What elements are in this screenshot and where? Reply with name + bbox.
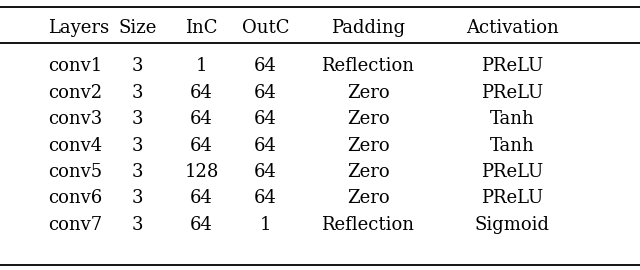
Text: 3: 3 [132, 137, 143, 154]
Text: conv1: conv1 [48, 57, 102, 75]
Text: conv5: conv5 [48, 163, 102, 181]
Text: conv6: conv6 [48, 190, 102, 207]
Text: 64: 64 [190, 137, 213, 154]
Text: Zero: Zero [347, 84, 389, 102]
Text: Layers: Layers [48, 19, 109, 37]
Text: InC: InC [186, 19, 218, 37]
Text: Reflection: Reflection [321, 57, 415, 75]
Text: 3: 3 [132, 84, 143, 102]
Text: Zero: Zero [347, 163, 389, 181]
Text: conv2: conv2 [48, 84, 102, 102]
Text: 64: 64 [190, 84, 213, 102]
Text: PReLU: PReLU [481, 190, 543, 207]
Text: Size: Size [118, 19, 157, 37]
Text: 64: 64 [254, 84, 277, 102]
Text: conv7: conv7 [48, 216, 102, 234]
Text: 64: 64 [190, 216, 213, 234]
Text: 3: 3 [132, 163, 143, 181]
Text: 1: 1 [196, 57, 207, 75]
Text: 3: 3 [132, 110, 143, 128]
Text: Padding: Padding [331, 19, 405, 37]
Text: 64: 64 [254, 190, 277, 207]
Text: PReLU: PReLU [481, 84, 543, 102]
Text: OutC: OutC [242, 19, 289, 37]
Text: PReLU: PReLU [481, 57, 543, 75]
Text: 128: 128 [184, 163, 219, 181]
Text: 64: 64 [254, 163, 277, 181]
Text: PReLU: PReLU [481, 163, 543, 181]
Text: Zero: Zero [347, 137, 389, 154]
Text: 64: 64 [254, 137, 277, 154]
Text: 64: 64 [254, 57, 277, 75]
Text: 64: 64 [190, 110, 213, 128]
Text: conv3: conv3 [48, 110, 102, 128]
Text: 64: 64 [254, 110, 277, 128]
Text: Sigmoid: Sigmoid [474, 216, 550, 234]
Text: Activation: Activation [466, 19, 558, 37]
Text: Reflection: Reflection [321, 216, 415, 234]
Text: 3: 3 [132, 57, 143, 75]
Text: 1: 1 [260, 216, 271, 234]
Text: 64: 64 [190, 190, 213, 207]
Text: 3: 3 [132, 190, 143, 207]
Text: conv4: conv4 [48, 137, 102, 154]
Text: Zero: Zero [347, 190, 389, 207]
Text: Zero: Zero [347, 110, 389, 128]
Text: 3: 3 [132, 216, 143, 234]
Text: Tanh: Tanh [490, 137, 534, 154]
Text: Tanh: Tanh [490, 110, 534, 128]
